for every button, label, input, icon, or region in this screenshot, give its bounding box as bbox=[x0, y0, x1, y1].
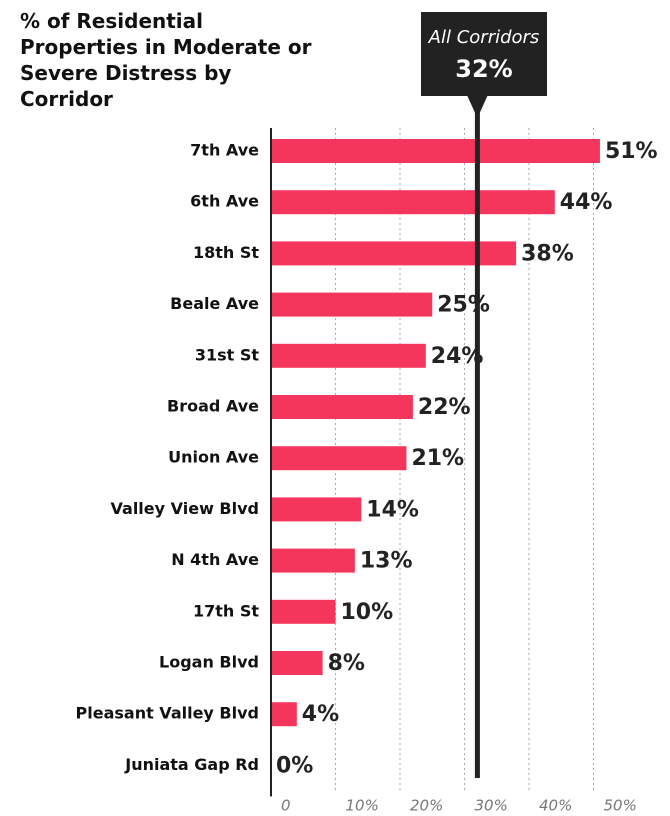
chart-title: % of Residential Properties in Moderate … bbox=[20, 9, 312, 111]
y-tick-label: Union Ave bbox=[168, 448, 259, 467]
y-tick-label: Beale Ave bbox=[170, 294, 259, 313]
y-tick-label: 7th Ave bbox=[190, 141, 259, 160]
value-label: 21% bbox=[411, 446, 464, 471]
y-tick-label: N 4th Ave bbox=[171, 550, 259, 569]
reference-label: All Corridors bbox=[428, 27, 540, 48]
value-label: 10% bbox=[341, 600, 394, 625]
value-label: 44% bbox=[560, 190, 613, 215]
callout-box bbox=[421, 12, 547, 118]
value-label: 8% bbox=[328, 651, 365, 676]
reference-value-label: 32% bbox=[455, 55, 512, 83]
x-tick-label: 0 bbox=[281, 797, 291, 815]
y-tick-label: 31st St bbox=[195, 345, 260, 364]
y-tick-label: Valley View Blvd bbox=[111, 499, 259, 518]
x-tick-label: 30% bbox=[475, 797, 508, 815]
bar bbox=[271, 548, 355, 573]
x-tick-label: 50% bbox=[604, 797, 637, 815]
x-tick-label: 40% bbox=[539, 797, 572, 815]
value-label: 0% bbox=[276, 753, 313, 778]
x-tick-label: 10% bbox=[346, 797, 379, 815]
value-label: 51% bbox=[605, 139, 658, 164]
y-tick-label: Juniata Gap Rd bbox=[124, 755, 259, 774]
bar bbox=[271, 446, 407, 471]
bar bbox=[271, 599, 336, 624]
bar bbox=[271, 190, 555, 215]
bar bbox=[271, 292, 433, 317]
value-label: 24% bbox=[431, 344, 484, 369]
value-label: 22% bbox=[418, 395, 471, 420]
value-label: 14% bbox=[366, 497, 419, 522]
y-tick-label: 18th St bbox=[193, 243, 259, 262]
y-tick-label: Logan Blvd bbox=[159, 653, 259, 672]
y-tick-label: 6th Ave bbox=[190, 192, 259, 211]
value-label: 4% bbox=[302, 702, 339, 727]
y-tick-label: Broad Ave bbox=[167, 397, 259, 416]
value-label: 38% bbox=[521, 241, 574, 266]
bar bbox=[271, 139, 600, 163]
y-tick-label: Pleasant Valley Blvd bbox=[76, 704, 259, 723]
y-tick-label: 17th St bbox=[193, 601, 259, 620]
bar bbox=[271, 343, 426, 368]
value-label: 25% bbox=[437, 293, 490, 318]
bar bbox=[271, 497, 362, 522]
bar bbox=[271, 651, 323, 675]
x-tick-label: 20% bbox=[410, 797, 443, 815]
bar bbox=[271, 395, 413, 419]
value-label: 13% bbox=[360, 549, 413, 574]
bar bbox=[271, 702, 297, 727]
